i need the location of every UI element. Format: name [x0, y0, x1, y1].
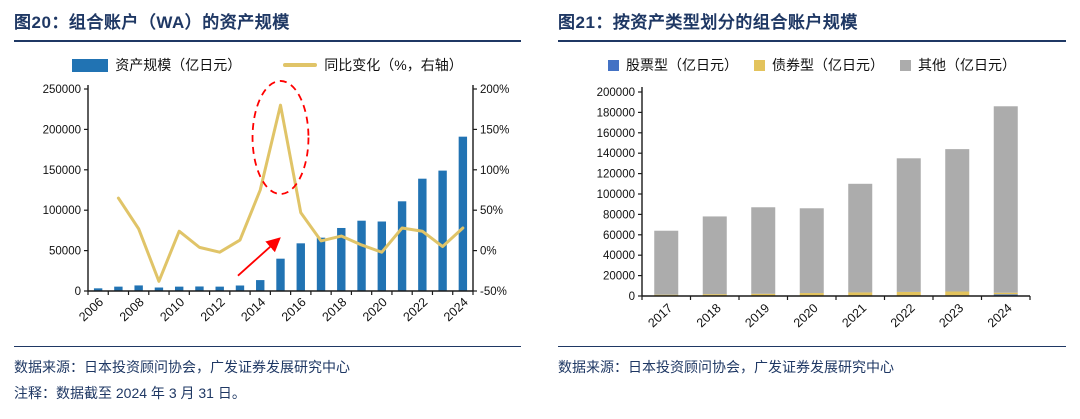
svg-text:2012: 2012	[198, 295, 228, 324]
figure-20-legend: 资产规模（亿日元） 同比变化（%，右轴）	[14, 56, 521, 74]
legend-label-other: 其他（亿日元）	[918, 57, 1016, 73]
svg-text:100000: 100000	[43, 205, 81, 217]
svg-text:2020: 2020	[791, 301, 821, 330]
legend-label-assets: 资产规模（亿日元）	[115, 57, 242, 73]
svg-text:100000: 100000	[597, 189, 635, 201]
svg-text:2016: 2016	[279, 295, 309, 324]
svg-text:20000: 20000	[603, 271, 635, 283]
svg-text:2021: 2021	[839, 301, 869, 330]
svg-text:2024: 2024	[985, 301, 1015, 330]
svg-text:2006: 2006	[76, 295, 106, 324]
figure-21: 图21：按资产类型划分的组合账户规模 股票型（亿日元） 债券型（亿日元） 其他（…	[558, 8, 1066, 380]
figure-21-legend: 股票型（亿日元） 债券型（亿日元） 其他（亿日元）	[558, 56, 1066, 74]
figure-20-source: 数据来源：日本投资顾问协会，广发证券发展研究中心	[14, 359, 350, 375]
bond-swatch-icon	[754, 59, 765, 71]
svg-text:150%: 150%	[480, 124, 509, 136]
svg-text:2019: 2019	[742, 301, 772, 330]
legend-item-other: 其他（亿日元）	[900, 55, 1016, 75]
svg-text:160000: 160000	[597, 128, 635, 140]
svg-text:0: 0	[75, 286, 81, 298]
svg-text:50%: 50%	[480, 205, 503, 217]
svg-text:2010: 2010	[157, 295, 187, 324]
legend-label-bond: 债券型（亿日元）	[772, 57, 884, 73]
svg-text:2017: 2017	[645, 301, 675, 330]
svg-text:2022: 2022	[888, 301, 918, 330]
line-swatch-icon	[283, 63, 318, 67]
svg-text:200000: 200000	[597, 87, 635, 99]
svg-text:2008: 2008	[117, 295, 147, 324]
svg-text:2020: 2020	[360, 295, 390, 324]
figure-21-source: 数据来源：日本投资顾问协会，广发证券发展研究中心	[558, 359, 894, 375]
svg-text:2023: 2023	[936, 301, 966, 330]
svg-text:100%: 100%	[480, 165, 509, 177]
figure-21-footer: 数据来源：日本投资顾问协会，广发证券发展研究中心	[558, 346, 1066, 380]
legend-item-yoy: 同比变化（%，右轴）	[283, 55, 463, 75]
asset-type-chart: 0 20000 40000 60000 80000 100000 120000 140000 1…	[597, 87, 1031, 330]
figure-20: 图20：组合账户（WA）的资产规模 资产规模（亿日元） 同比变化（%，右轴） 0…	[14, 8, 521, 406]
bar-swatch-icon	[72, 58, 109, 72]
figure-20-footer: 数据来源：日本投资顾问协会，广发证券发展研究中心 注释：数据截至 2024 年 …	[14, 346, 521, 406]
svg-text:50000: 50000	[49, 246, 81, 258]
svg-text:250000: 250000	[43, 84, 81, 96]
svg-text:140000: 140000	[597, 148, 635, 160]
figure-20-note: 注释：数据截至 2024 年 3 月 31 日。	[14, 385, 246, 401]
svg-text:0: 0	[629, 291, 635, 303]
svg-text:60000: 60000	[603, 230, 635, 242]
svg-text:150000: 150000	[43, 165, 81, 177]
svg-text:40000: 40000	[603, 250, 635, 262]
equity-swatch-icon	[608, 59, 619, 71]
legend-item-bond: 债券型（亿日元）	[754, 55, 884, 75]
legend-item-assets: 资产规模（亿日元）	[72, 55, 241, 75]
legend-label-yoy: 同比变化（%，右轴）	[324, 57, 463, 73]
svg-text:2018: 2018	[694, 301, 724, 330]
svg-text:200000: 200000	[43, 124, 81, 136]
svg-text:120000: 120000	[597, 169, 635, 181]
other-swatch-icon	[900, 59, 911, 71]
svg-text:80000: 80000	[603, 209, 635, 221]
legend-label-equity: 股票型（亿日元）	[626, 57, 738, 73]
svg-text:-50%: -50%	[480, 286, 507, 298]
svg-text:2018: 2018	[319, 295, 349, 324]
svg-text:0%: 0%	[480, 246, 497, 258]
svg-text:180000: 180000	[597, 107, 635, 119]
wa-assets-chart: 0 50000 100000 150000 200000 250000 -50% 0% 50% 1…	[43, 80, 509, 324]
svg-text:2022: 2022	[400, 295, 430, 324]
figure-21-title: 图21：按资产类型划分的组合账户规模	[558, 8, 1066, 42]
svg-text:2014: 2014	[238, 295, 268, 324]
figure-20-title: 图20：组合账户（WA）的资产规模	[14, 8, 521, 42]
svg-text:2024: 2024	[441, 295, 471, 324]
legend-item-equity: 股票型（亿日元）	[608, 55, 738, 75]
svg-text:200%: 200%	[480, 84, 509, 96]
